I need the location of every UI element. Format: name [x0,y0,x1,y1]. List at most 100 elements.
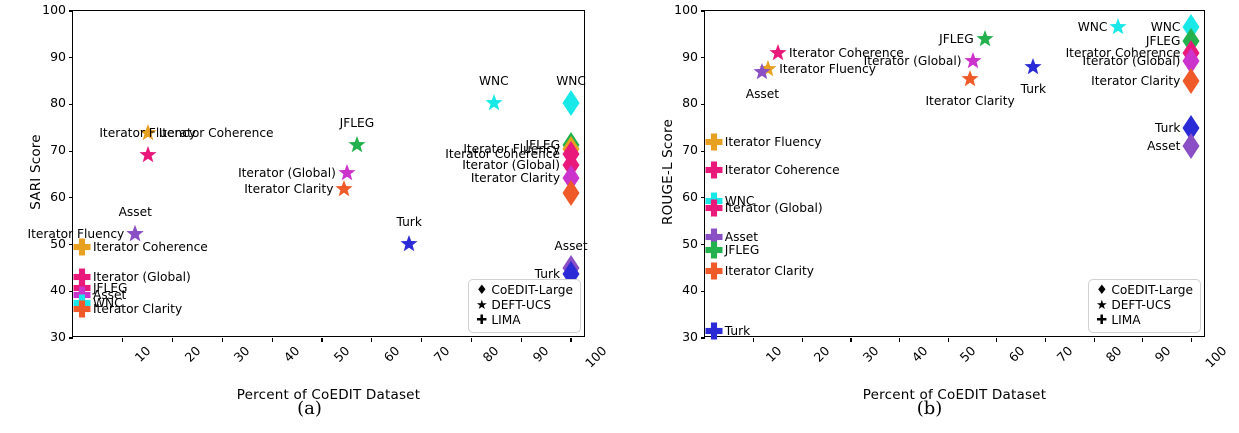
data-point-label: Iterator Clarity [1091,74,1181,89]
data-point-star[interactable] [139,124,157,142]
y-tick-mark [69,243,73,246]
data-point-label: Iterator Fluency [779,61,876,76]
x-tick-label: 70 [1054,343,1076,365]
data-point-star[interactable] [976,30,994,48]
chart-legend: ♦ CoEDIT-Large ★ DEFT-UCS ✚ LIMA [1088,279,1201,333]
legend-item[interactable]: ★ DEFT-UCS [475,298,573,313]
data-point-plus[interactable] [73,238,91,256]
diamond-icon: ♦ [1096,283,1108,298]
data-point-diamond[interactable] [562,152,580,179]
data-point-plus[interactable] [705,228,723,246]
x-tick-label: 90 [1151,343,1174,365]
data-point-label: WNC [556,74,586,89]
x-tick-label: 10 [131,343,154,365]
x-tick-mark [898,338,901,342]
data-point-diamond[interactable] [1182,48,1200,75]
data-point-label: Iterator Clarity [244,181,334,196]
data-point-star[interactable] [769,44,787,62]
x-tick-mark [1142,338,1144,342]
data-point-label: Iterator Coherence [445,147,561,162]
data-point-plus[interactable] [705,133,723,151]
legend-item[interactable]: ♦ CoEDIT-Large [1095,283,1193,298]
data-point-diamond[interactable] [562,165,580,192]
data-point-star[interactable] [485,93,503,112]
x-tick-mark [1044,338,1047,342]
x-tick-label: 10 [762,343,785,365]
legend-item-label: DEFT-UCS [1111,298,1172,313]
data-point-label: Iterator (Global) [238,165,336,180]
data-point-star[interactable] [126,225,144,243]
y-axis-label-a: SARI Score [28,133,44,210]
data-point-star[interactable] [961,69,979,88]
legend-item[interactable]: ✚ LIMA [1095,313,1193,328]
y-tick-label: 90 [50,48,66,64]
data-point-star[interactable] [335,179,353,198]
data-point-plus[interactable] [73,300,91,318]
data-point-star[interactable] [759,59,777,78]
data-point-star[interactable] [1109,17,1127,36]
subcaption-b: (b) [916,398,943,419]
legend-item[interactable]: ♦ CoEDIT-Large [475,283,573,298]
data-point-diamond[interactable] [562,90,580,117]
data-point-star[interactable] [139,145,157,164]
x-tick-label: 50 [956,343,979,365]
x-tick-mark [271,338,273,342]
x-tick-mark [122,338,124,342]
diamond-icon: ♦ [476,283,488,298]
data-point-diamond[interactable] [1182,133,1200,160]
data-point-diamond[interactable] [1182,68,1200,95]
data-point-label: Turk [534,267,561,282]
data-point-plus[interactable] [73,268,91,286]
data-point-star[interactable] [963,51,982,70]
y-tick-label: 60 [682,188,698,204]
y-tick-label: 30 [682,329,698,344]
x-tick-mark [221,338,223,342]
data-point-label: Iterator (Global) [863,53,962,68]
data-point-plus[interactable] [705,161,723,179]
plus-icon: ✚ [476,313,488,328]
legend-item[interactable]: ★ DEFT-UCS [1095,298,1193,313]
x-tick-label: 40 [280,343,303,365]
y-tick-mark [701,243,705,246]
x-tick-mark [801,338,803,342]
data-point-label: Iterator (Global) [462,158,561,173]
plot-frame-b: Iterator Fluency Iterator Coherence WNC Ite… [701,10,1205,342]
x-tick-label: 60 [1005,343,1028,365]
data-point-label: Iterator Fluency [463,142,561,157]
y-tick-mark [701,10,705,12]
data-point-plus[interactable] [705,199,723,217]
data-point-diamond[interactable] [1182,14,1200,41]
data-point-star[interactable] [400,234,418,253]
data-point-plus[interactable] [705,262,723,280]
x-tick-mark [470,338,473,342]
data-point-label: Iterator Clarity [92,301,183,316]
y-tick-label: 30 [50,329,66,344]
data-point-label: Asset [118,205,152,220]
panel-a: Iterator Coherence Iterator (Global) JFLEG… [0,0,619,433]
legend-item-label: LIMA [491,313,521,328]
x-axis-label-b: Percent of CoEDIT Dataset [862,387,1047,403]
legend-item[interactable]: ✚ LIMA [475,313,573,328]
data-point-plus[interactable] [705,322,723,340]
data-point-plus[interactable] [705,241,723,259]
data-point-diamond[interactable] [562,180,580,207]
data-point-label: Iterator Coherence [788,46,904,61]
data-point-label: Iterator Coherence [92,240,208,255]
y-tick-label: 90 [682,48,698,64]
plot-area-b: Iterator Fluency Iterator Coherence WNC Ite… [701,10,1204,342]
star-icon: ★ [476,298,488,313]
data-point-label: Iterator Clarity [470,171,561,186]
data-point-label: Asset [554,238,588,253]
data-point-star[interactable] [1024,57,1042,76]
data-point-diamond[interactable] [1182,114,1200,141]
y-tick-mark [701,290,705,292]
data-point-star[interactable] [348,135,366,154]
data-point-star[interactable] [753,62,771,81]
data-point-label: Turk [1020,81,1047,96]
x-tick-label: 40 [908,343,931,365]
data-point-label: Iterator Coherence [1065,46,1181,61]
y-tick-mark [69,150,73,152]
data-point-star[interactable] [338,163,356,182]
chart-legend: ♦ CoEDIT-Large ★ DEFT-UCS ✚ LIMA [468,279,581,333]
